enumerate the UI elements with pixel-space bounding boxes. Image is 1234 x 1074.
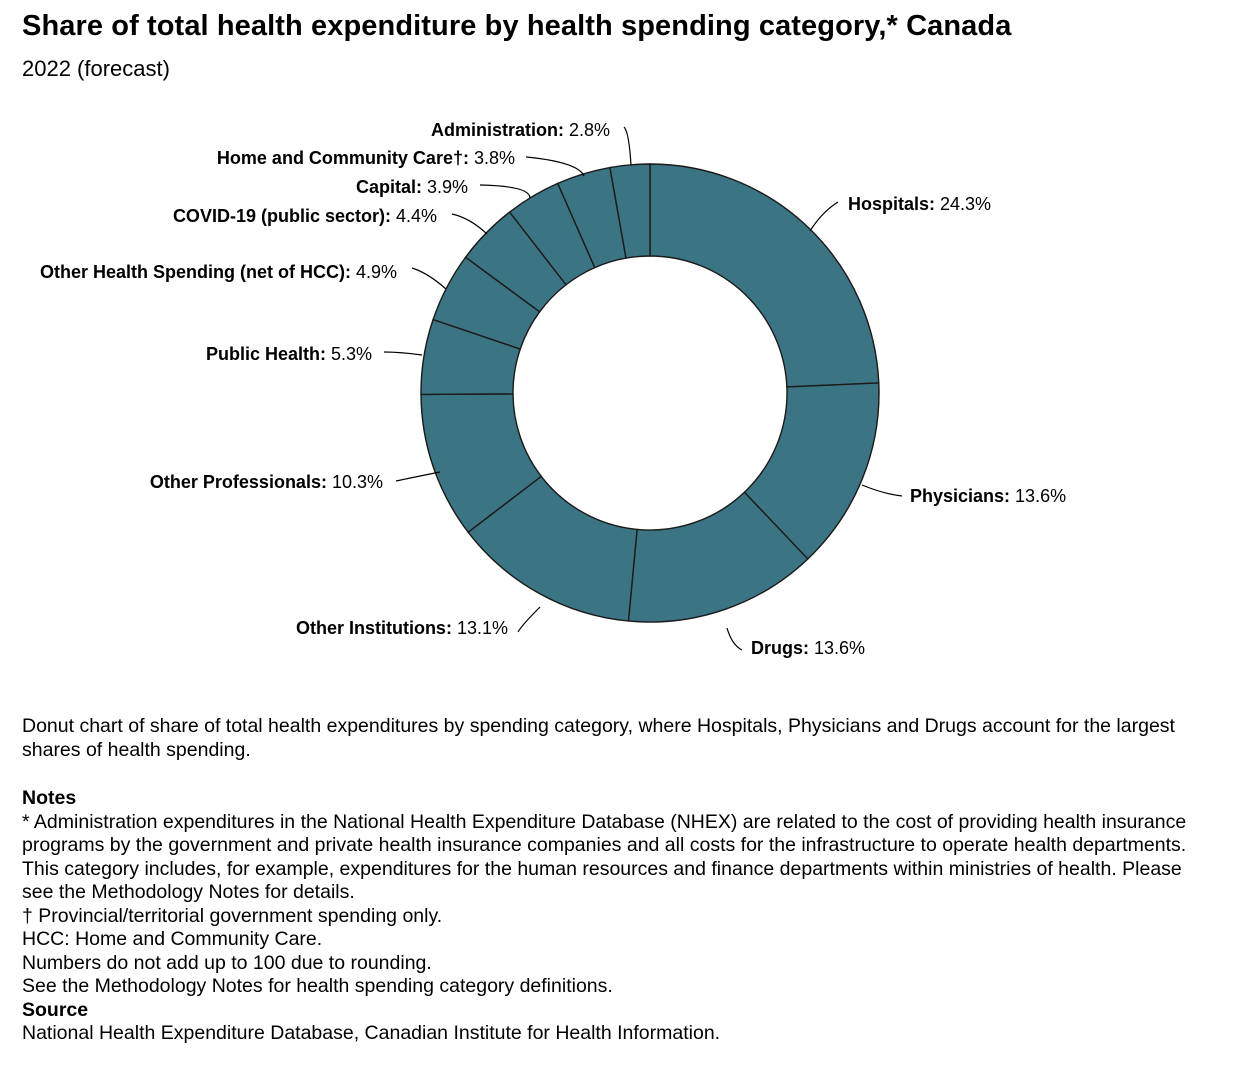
label-leader-line bbox=[383, 351, 423, 356]
slice-label-name: Other Professionals: bbox=[150, 472, 327, 492]
note-line: * Administration expenditures in the Nat… bbox=[22, 810, 1187, 904]
label-leader-line bbox=[726, 627, 743, 651]
label-leader-line bbox=[395, 471, 441, 482]
slice-label-value: 3.9% bbox=[422, 177, 468, 197]
slice-label: Administration: 2.8% bbox=[431, 120, 610, 140]
slice-label: Capital: 3.9% bbox=[356, 177, 468, 197]
slice-label: COVID-19 (public sector): 4.4% bbox=[173, 206, 437, 226]
slice-label: Public Health: 5.3% bbox=[206, 344, 372, 364]
slice-label-name: Home and Community Care†: bbox=[217, 148, 469, 168]
slice-label-value: 5.3% bbox=[326, 344, 372, 364]
label-leader-line bbox=[517, 606, 541, 633]
chart-subtitle: 2022 (forecast) bbox=[22, 56, 170, 81]
slice-label: Physicians: 13.6% bbox=[910, 486, 1066, 506]
note-line: † Provincial/territorial government spen… bbox=[22, 904, 443, 927]
slice-label-value: 10.3% bbox=[327, 472, 383, 492]
donut-slice bbox=[609, 163, 651, 259]
label-leader-line bbox=[479, 184, 531, 199]
slice-label: Other Professionals: 10.3% bbox=[150, 472, 383, 492]
slice-label: Drugs: 13.6% bbox=[751, 638, 865, 658]
label-leader-line bbox=[623, 126, 632, 166]
slice-label-name: COVID-19 (public sector): bbox=[173, 206, 391, 226]
slice-label-name: Hospitals: bbox=[848, 194, 935, 214]
notes-section: Notes * Administration expenditures in t… bbox=[22, 787, 1212, 1046]
donut-chart: Hospitals: 24.3%Physicians: 13.6%Drugs: … bbox=[40, 120, 1066, 658]
label-leader-line bbox=[861, 484, 903, 497]
label-leader-line bbox=[411, 267, 447, 290]
slice-label-value: 13.1% bbox=[452, 618, 508, 638]
label-leader-line bbox=[525, 156, 585, 177]
slice-label-value: 4.4% bbox=[391, 206, 437, 226]
slice-label-value: 4.9% bbox=[351, 262, 397, 282]
slice-label: Home and Community Care†: 3.8% bbox=[217, 148, 515, 168]
label-leader-line bbox=[809, 201, 839, 232]
label-leader-line bbox=[451, 213, 488, 235]
slice-label-value: 2.8% bbox=[564, 120, 610, 140]
slice-label-name: Capital: bbox=[356, 177, 422, 197]
slice-label: Other Institutions: 13.1% bbox=[296, 618, 508, 638]
slice-label: Other Health Spending (net of HCC): 4.9% bbox=[40, 262, 397, 282]
donut-slice bbox=[649, 163, 880, 388]
note-line: Numbers do not add up to 100 due to roun… bbox=[22, 951, 432, 974]
slice-label-value: 3.8% bbox=[469, 148, 515, 168]
slice-label-name: Drugs: bbox=[751, 638, 809, 658]
note-line: See the Methodology Notes for health spe… bbox=[22, 975, 613, 997]
slice-label: Hospitals: 24.3% bbox=[848, 194, 991, 214]
slice-label-name: Public Health: bbox=[206, 344, 326, 364]
chart-description: Donut chart of share of total health exp… bbox=[22, 715, 1175, 761]
slice-label-value: 13.6% bbox=[809, 638, 865, 658]
note-line: HCC: Home and Community Care. bbox=[22, 928, 323, 950]
slice-label-name: Administration: bbox=[431, 120, 564, 140]
slice-label-name: Other Institutions: bbox=[296, 618, 452, 638]
slice-label-value: 24.3% bbox=[935, 194, 991, 214]
source-text: National Health Expenditure Database, Ca… bbox=[22, 1022, 721, 1044]
chart-title: Share of total health expenditure by hea… bbox=[22, 10, 1012, 42]
slice-label-value: 13.6% bbox=[1010, 486, 1066, 506]
notes-heading: Notes bbox=[22, 787, 77, 809]
source-heading: Source bbox=[22, 998, 89, 1021]
slice-label-name: Physicians: bbox=[910, 486, 1010, 506]
slice-label-name: Other Health Spending (net of HCC): bbox=[40, 262, 351, 282]
